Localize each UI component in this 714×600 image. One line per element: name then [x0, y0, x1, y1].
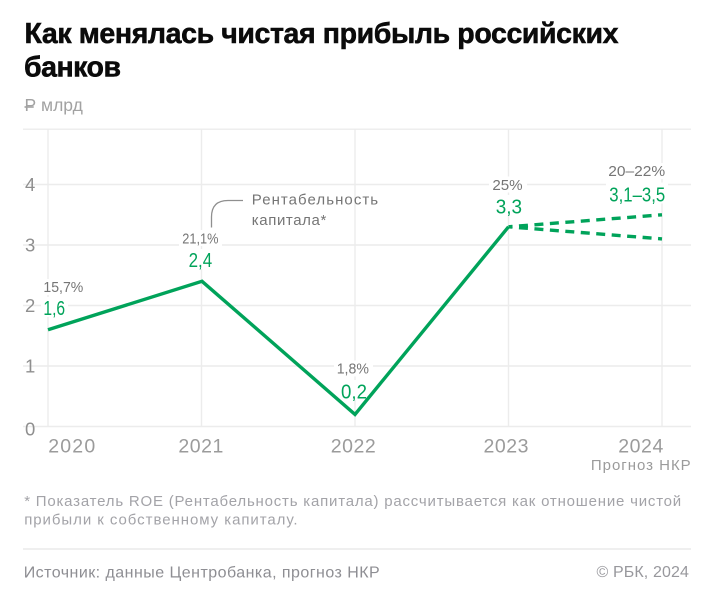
- svg-text:2: 2: [25, 295, 35, 316]
- svg-text:Как менялась чистая прибыль ро: Как менялась чистая прибыль российских: [25, 18, 619, 50]
- svg-text:25%: 25%: [492, 178, 522, 194]
- svg-text:2021: 2021: [178, 435, 223, 457]
- svg-text:1,6: 1,6: [43, 298, 65, 320]
- svg-text:2,4: 2,4: [189, 250, 213, 272]
- svg-text:3: 3: [25, 235, 35, 256]
- svg-text:Р млрд: Р млрд: [25, 95, 83, 115]
- svg-text:Рентабельность: Рентабельность: [252, 191, 378, 208]
- svg-text:прибыли к собственному капитал: прибыли к собственному капиталу.: [24, 511, 297, 528]
- svg-text:4: 4: [25, 174, 35, 195]
- svg-text:0,2: 0,2: [341, 381, 367, 403]
- svg-text:банков: банков: [24, 52, 121, 84]
- svg-text:21,1%: 21,1%: [182, 231, 218, 247]
- svg-text:3,3: 3,3: [496, 197, 522, 219]
- svg-text:20–22%: 20–22%: [608, 164, 665, 180]
- svg-text:0: 0: [25, 419, 35, 440]
- svg-text:Источник: данные Центробанка,: Источник: данные Центробанка, прогноз НК…: [24, 565, 380, 582]
- svg-text:2024: 2024: [618, 435, 663, 457]
- svg-text:* Показатель ROE (Рентабельнос: * Показатель ROE (Рентабельность капитал…: [24, 493, 681, 510]
- svg-text:© РБК, 2024: © РБК, 2024: [597, 564, 689, 581]
- svg-text:15,7%: 15,7%: [43, 280, 83, 296]
- svg-text:2023: 2023: [484, 435, 529, 457]
- svg-text:капитала*: капитала*: [252, 212, 327, 229]
- svg-text:2020: 2020: [48, 435, 95, 457]
- svg-text:3,1–3,5: 3,1–3,5: [609, 185, 665, 207]
- svg-text:1,8%: 1,8%: [337, 362, 369, 378]
- svg-text:Прогноз НКР: Прогноз НКР: [591, 457, 691, 474]
- svg-text:2022: 2022: [331, 435, 376, 457]
- svg-text:1: 1: [25, 356, 35, 377]
